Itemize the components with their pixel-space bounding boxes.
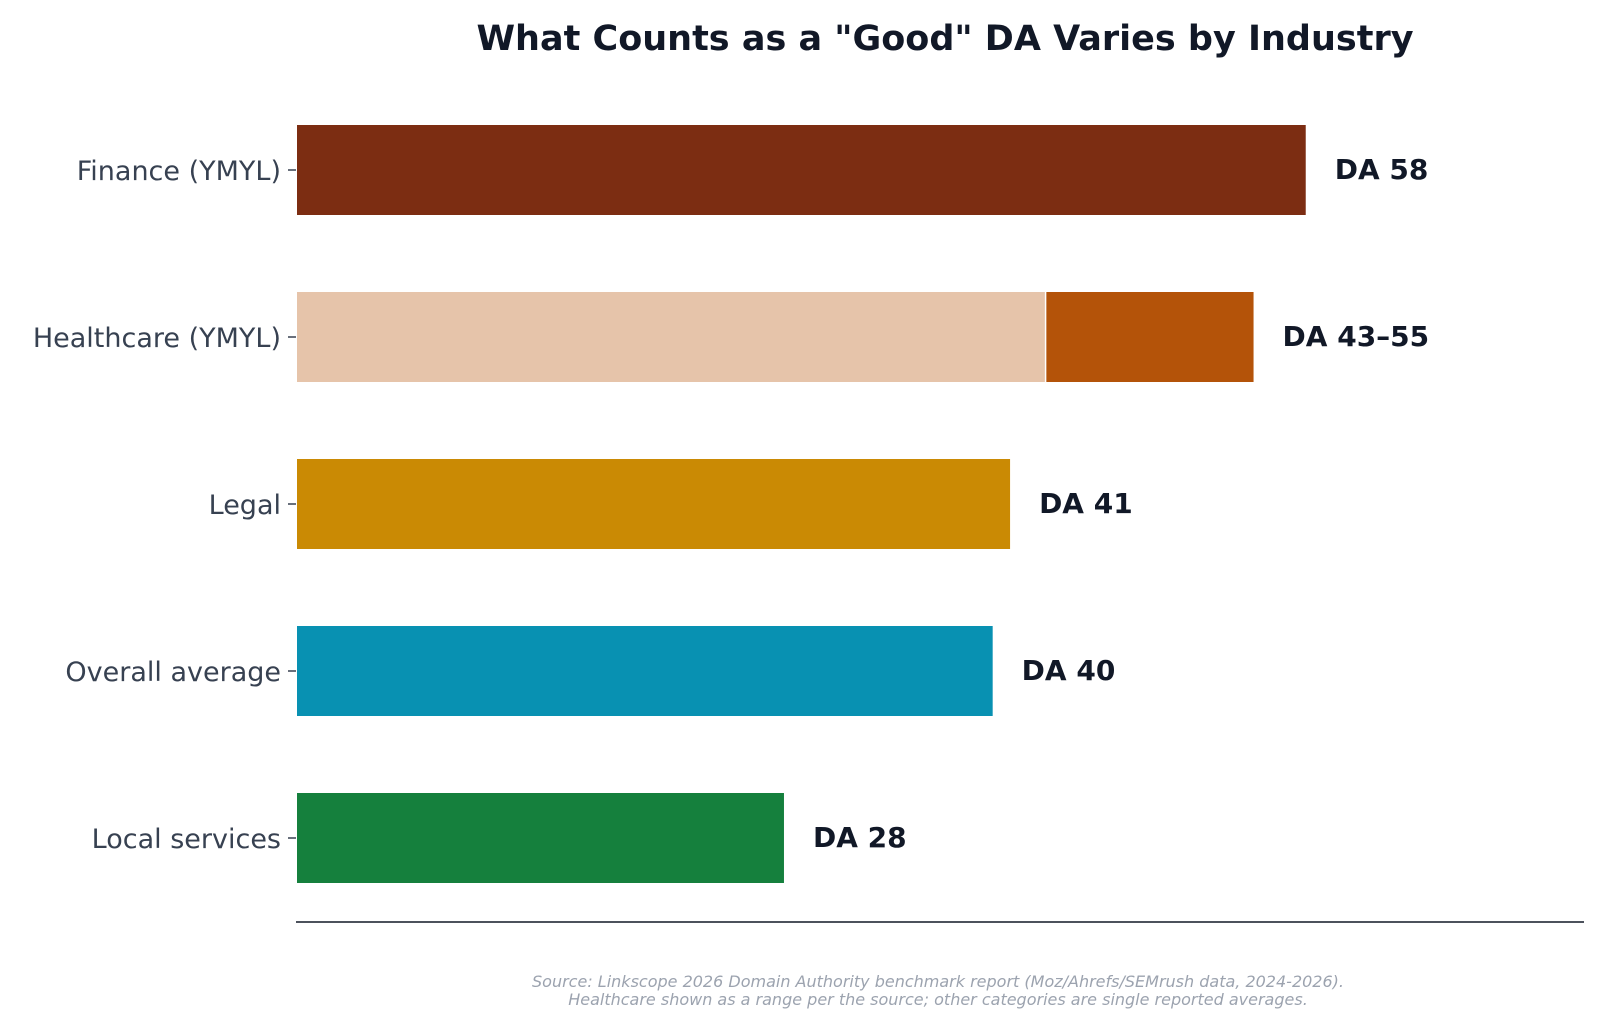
- bar-local-services: [297, 793, 784, 883]
- data-label-local-services: DA 28: [813, 821, 907, 854]
- data-label-healthcare-ymyl: DA 43–55: [1283, 320, 1430, 353]
- bar-healthcare-ymyl-base: [297, 292, 1045, 382]
- bars-layer: Finance (YMYL) DA 58 Healthcare (YMYL) DA 4…: [33, 125, 1429, 883]
- y-tick-label-finance-ymyl: Finance (YMYL): [77, 156, 281, 187]
- bar-overall-average: [297, 626, 993, 716]
- source-note-line-2: Healthcare shown as a range per the sour…: [568, 990, 1308, 1009]
- bar-finance-ymyl: [297, 125, 1306, 215]
- y-tick-label-legal: Legal: [209, 490, 281, 521]
- y-tick-label-overall-average: Overall average: [65, 657, 281, 688]
- y-tick-label-healthcare-ymyl: Healthcare (YMYL): [33, 323, 281, 354]
- source-note-line-1: Source: Linkscope 2026 Domain Authority …: [532, 972, 1344, 991]
- data-label-legal: DA 41: [1039, 487, 1133, 520]
- bar-healthcare-ymyl-range: [1046, 292, 1254, 382]
- bar-legal: [297, 459, 1011, 549]
- chart-title: What Counts as a "Good" DA Varies by Ind…: [476, 19, 1413, 59]
- data-label-overall-average: DA 40: [1022, 654, 1116, 687]
- y-tick-label-local-services: Local services: [92, 824, 281, 855]
- data-label-finance-ymyl: DA 58: [1335, 153, 1429, 186]
